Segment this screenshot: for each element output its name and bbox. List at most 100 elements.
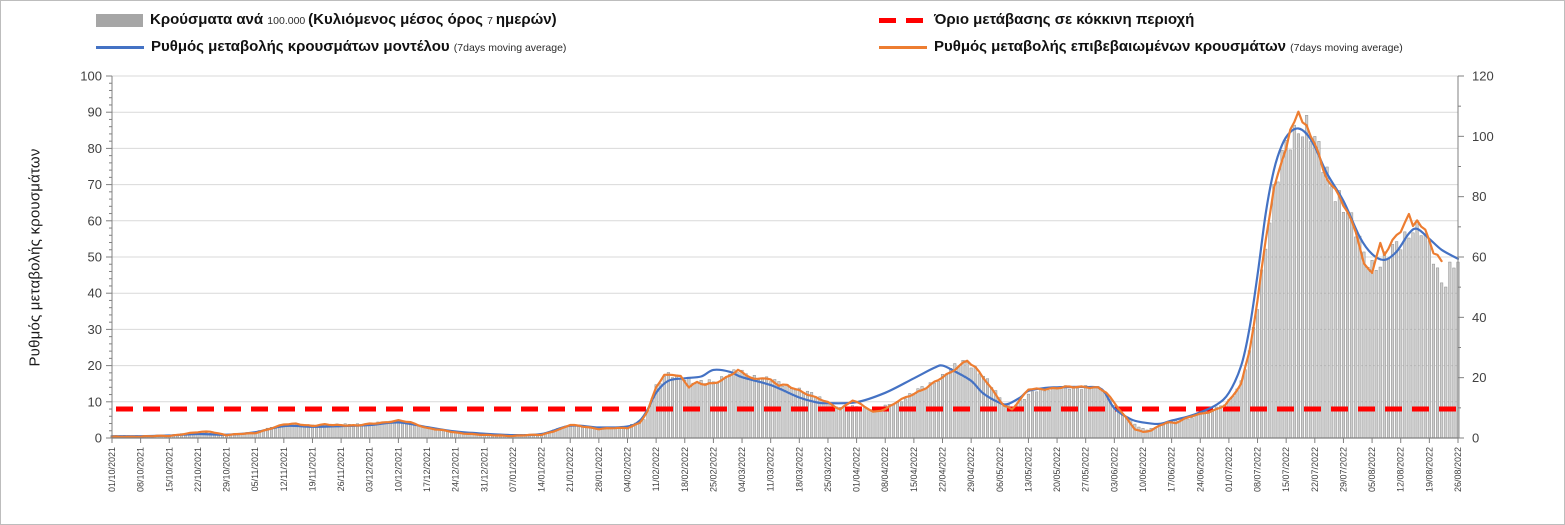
- bar-day-197: [916, 388, 920, 439]
- legend-swatch-confirmed-rate: [879, 45, 927, 49]
- bar-day-115: [580, 426, 584, 439]
- x-tick-label-28: 15/04/2022: [909, 447, 919, 492]
- legend-label-model-rate: Ρυθμός μεταβολής κρουσμάτων μοντέλου (7d…: [151, 38, 567, 55]
- bar-day-194: [904, 398, 908, 439]
- bar-day-316: [1403, 231, 1407, 439]
- x-tick-label-4: 29/10/2021: [222, 447, 232, 492]
- legend-item-confirmed-rate: Ρυθμός μεταβολής επιβεβαιωμένων κρουσμάτ…: [879, 34, 1403, 60]
- bar-day-290: [1296, 133, 1300, 439]
- bar-day-265: [1194, 414, 1198, 439]
- bar-day-113: [572, 425, 576, 439]
- bar-day-283: [1268, 222, 1272, 439]
- x-tick-label-25: 25/03/2022: [823, 447, 833, 492]
- x-tick-label-39: 01/07/2022: [1224, 447, 1234, 492]
- bar-day-231: [1055, 388, 1059, 439]
- bar-day-243: [1104, 392, 1108, 439]
- bar-day-237: [1080, 389, 1084, 439]
- left-tick-label-50: 50: [88, 250, 102, 265]
- bar-day-170: [806, 390, 809, 439]
- x-tick-label-11: 17/12/2021: [422, 447, 432, 492]
- bar-day-294: [1313, 136, 1317, 439]
- bar-day-309: [1374, 270, 1378, 439]
- bar-day-69: [392, 421, 396, 439]
- x-tick-label-7: 19/11/2021: [307, 447, 317, 491]
- bar-day-205: [949, 368, 953, 439]
- bar-day-159: [761, 379, 764, 439]
- bar-day-166: [789, 388, 793, 439]
- bar-day-287: [1284, 140, 1288, 439]
- bar-day-261: [1178, 420, 1182, 439]
- y-axis-right: 0 20 40 60 80 100 120: [1457, 69, 1494, 446]
- right-tick-label-20: 20: [1472, 370, 1486, 385]
- x-tick-label-43: 29/07/2022: [1338, 447, 1348, 492]
- left-tick-label-100: 100: [80, 69, 102, 84]
- legend-swatch-cases-per-100k: [96, 13, 143, 27]
- x-tick-label-13: 31/12/2021: [479, 447, 489, 492]
- bar-day-291: [1301, 136, 1305, 439]
- bar-day-209: [965, 361, 969, 439]
- right-tick-label-100: 100: [1472, 129, 1494, 144]
- bar-day-279: [1251, 327, 1255, 439]
- legend-label-confirmed-rate: Ρυθμός μεταβολής επιβεβαιωμένων κρουσμάτ…: [934, 38, 1403, 55]
- legend-item-model-rate: Ρυθμός μεταβολής κρουσμάτων μοντέλου (7d…: [96, 34, 566, 60]
- right-tick-label-120: 120: [1472, 69, 1494, 84]
- bar-day-251: [1137, 426, 1141, 439]
- x-tick-label-12: 24/12/2021: [451, 447, 461, 492]
- left-tick-label-30: 30: [88, 322, 102, 337]
- x-tick-label-10: 10/12/2021: [393, 447, 403, 492]
- x-tick-label-32: 13/05/2022: [1023, 447, 1033, 492]
- x-tick-label-22: 04/03/2022: [737, 447, 747, 492]
- bar-day-286: [1280, 149, 1284, 439]
- x-tick-label-36: 10/06/2022: [1138, 447, 1148, 492]
- bar-day-280: [1256, 309, 1260, 439]
- bar-day-289: [1292, 124, 1296, 439]
- left-axis-title: Ρυθμός μεταβολής κρουσμάτων: [26, 148, 44, 367]
- bar-day-278: [1247, 350, 1251, 439]
- bar-day-145: [703, 383, 707, 439]
- bar-day-218: [1002, 404, 1006, 439]
- bar-day-227: [1039, 388, 1043, 439]
- bar-day-75: [417, 425, 421, 439]
- bar-day-247: [1121, 413, 1125, 439]
- bar-day-310: [1378, 266, 1382, 439]
- right-tick-label-40: 40: [1472, 310, 1486, 325]
- bar-day-151: [728, 373, 732, 439]
- x-tick-label-1: 08/10/2021: [136, 447, 146, 492]
- bar-day-139: [679, 378, 683, 439]
- bar-day-232: [1059, 386, 1063, 439]
- x-tick-label-19: 11/02/2022: [651, 447, 661, 491]
- bar-day-271: [1219, 405, 1223, 439]
- x-tick-label-40: 08/07/2022: [1253, 447, 1263, 492]
- bar-day-222: [1018, 399, 1022, 439]
- legend-swatch-red-zone-threshold: [879, 17, 927, 23]
- bar-day-264: [1190, 417, 1194, 439]
- x-tick-label-34: 27/05/2022: [1081, 447, 1091, 492]
- bar-day-284: [1272, 184, 1276, 439]
- bar-day-171: [810, 392, 814, 439]
- bar-day-233: [1063, 385, 1067, 439]
- bar-day-220: [1010, 408, 1014, 439]
- bar-day-274: [1231, 395, 1235, 439]
- left-tick-label-10: 10: [88, 394, 102, 409]
- x-tick-label-24: 18/03/2022: [794, 447, 804, 492]
- bar-day-304: [1354, 236, 1358, 439]
- left-tick-label-60: 60: [88, 213, 102, 228]
- left-tick-label-40: 40: [88, 286, 102, 301]
- x-tick-label-44: 05/08/2022: [1367, 447, 1377, 492]
- bar-day-207: [957, 366, 961, 439]
- bar-day-138: [675, 374, 679, 439]
- bar-day-158: [756, 379, 760, 439]
- bar-day-186: [871, 409, 875, 439]
- x-tick-label-8: 26/11/2021: [336, 447, 346, 491]
- left-tick-label-90: 90: [88, 105, 102, 120]
- bar-day-168: [797, 387, 801, 439]
- x-tick-label-2: 15/10/2021: [164, 447, 174, 492]
- bar-day-180: [846, 407, 850, 439]
- x-tick-label-27: 08/04/2022: [880, 447, 890, 492]
- bar-day-154: [740, 369, 744, 439]
- bar-day-263: [1186, 418, 1190, 439]
- left-tick-label-0: 0: [95, 431, 102, 446]
- x-tick-label-31: 06/05/2022: [995, 447, 1005, 492]
- x-tick-label-6: 12/11/2021: [279, 447, 289, 491]
- bar-day-152: [732, 369, 736, 439]
